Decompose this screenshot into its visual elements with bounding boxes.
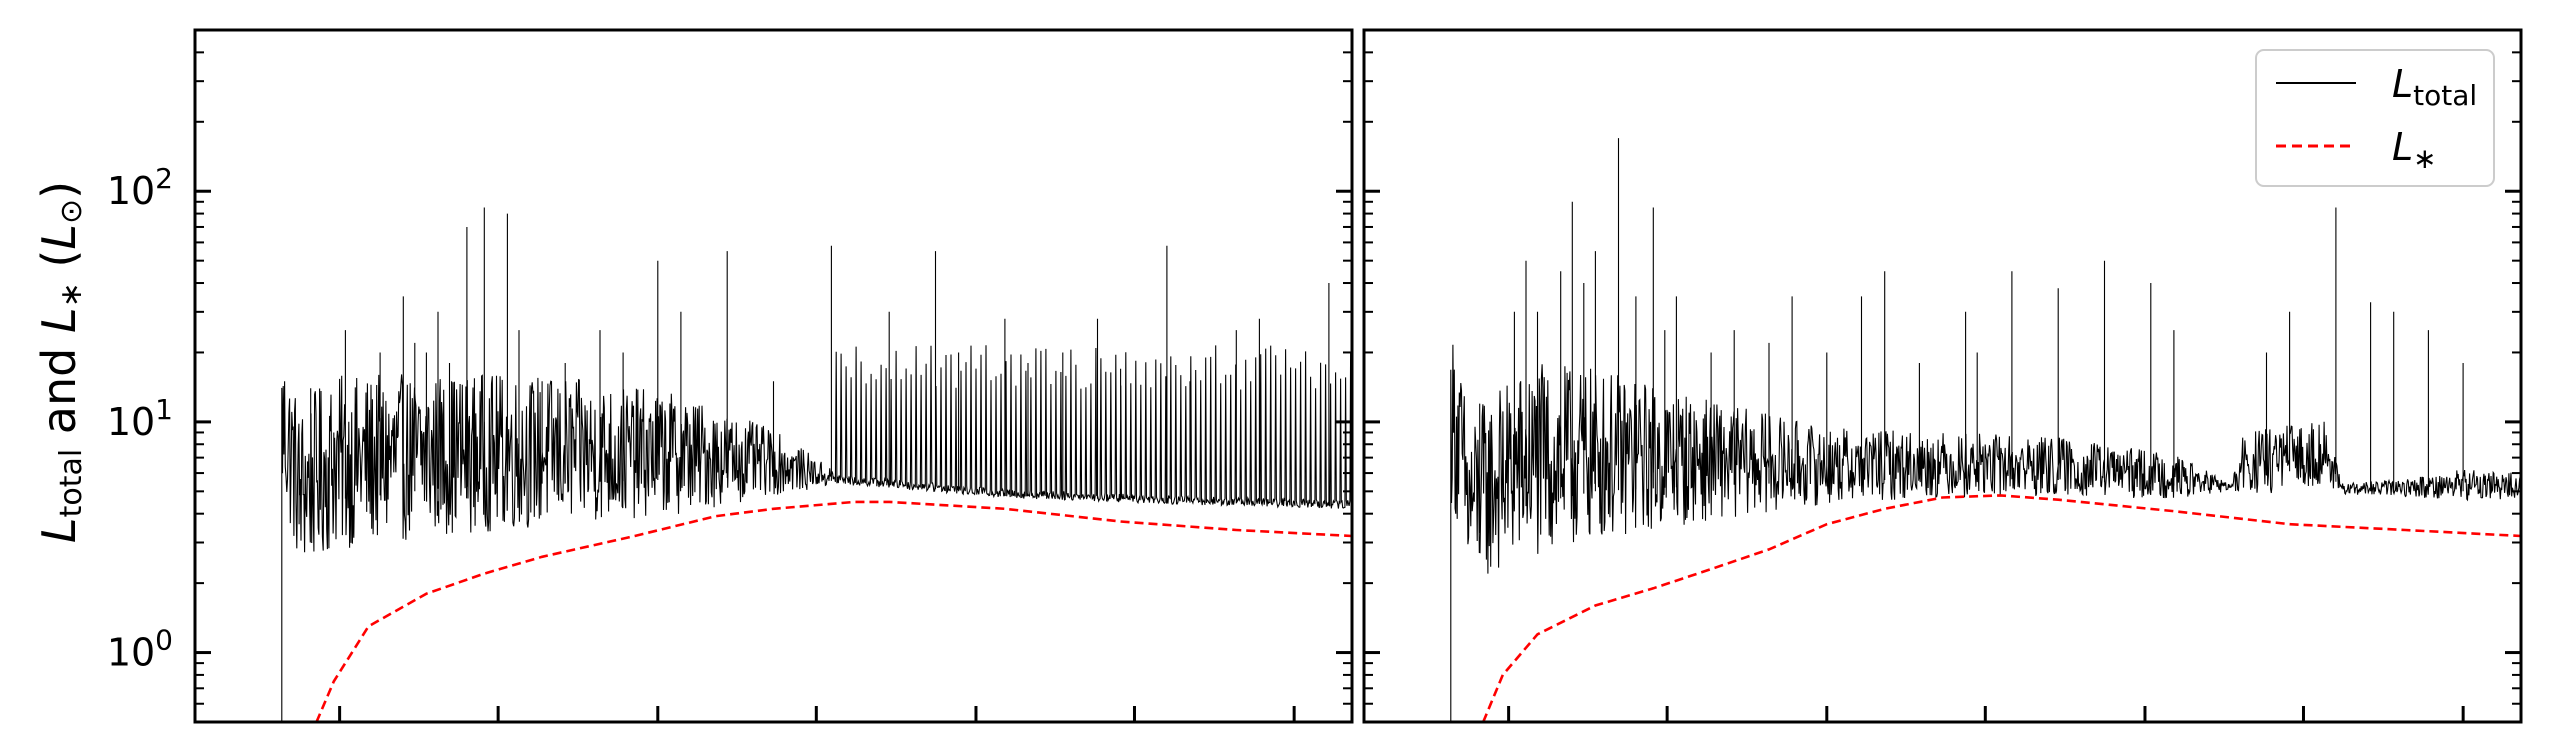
left-data-layer: [281, 207, 1352, 722]
series-lstar-line: [315, 500, 1352, 722]
legend-box: [2255, 49, 2495, 187]
legend: Ltotal L∗: [2255, 49, 2495, 187]
y-axis-label: Ltotal and L∗ (L⊙): [32, 181, 89, 543]
ytick-label: 102: [107, 162, 173, 213]
ytick-label: 100: [107, 624, 173, 675]
series-ltotal-line: [1450, 138, 2521, 722]
right-axes-frame: [1362, 28, 2523, 724]
panel-left: 100 101 102: [107, 28, 1354, 724]
ytick-label: 101: [107, 393, 173, 444]
panel-right: Ltotal L∗: [1362, 28, 2523, 724]
left-ytick-labels: 100 101 102: [107, 162, 173, 674]
series-ltotal-line: [281, 207, 1352, 722]
left-axes-frame: [193, 28, 1354, 724]
right-data-layer: [1450, 138, 2521, 722]
